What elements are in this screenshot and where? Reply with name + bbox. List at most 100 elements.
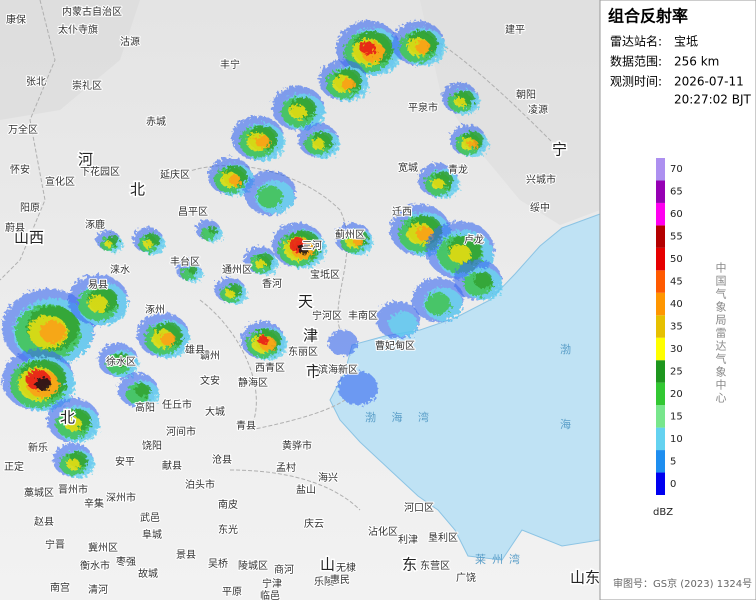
place-label: 凌源 xyxy=(528,103,548,116)
place-label: 迁西 xyxy=(392,206,412,218)
place-label: 辛集 xyxy=(84,497,104,510)
place-label: 安平 xyxy=(115,455,135,468)
place-label: 赤城 xyxy=(146,116,166,128)
place-label: 崇礼区 xyxy=(72,79,102,92)
colorbar-tick-label: 15 xyxy=(670,411,683,422)
panel-title: 组合反射率 xyxy=(608,7,688,26)
place-label: 蓟州区 xyxy=(335,228,365,241)
colorbar-tick-label: 35 xyxy=(670,322,683,333)
place-label: 河间市 xyxy=(166,425,196,438)
place-label: 东光 xyxy=(218,523,238,536)
colorbar-segment xyxy=(656,405,665,428)
info-value: 256 km xyxy=(674,55,719,69)
place-label: 宁津 xyxy=(262,577,282,590)
place-label: 建平 xyxy=(505,23,525,36)
place-label: 故城 xyxy=(138,567,158,580)
place-label: 大城 xyxy=(205,405,225,418)
radar-echo xyxy=(104,240,112,248)
colorbar-segment xyxy=(656,360,665,383)
side-panel: 组合反射率 20:27:02 BJT 0 5 10 15 20 25 30 35 40 45 50 5… xyxy=(599,0,756,600)
radar-echo xyxy=(135,383,151,397)
place-label: 康保 xyxy=(6,13,26,26)
place-label: 丰台区 xyxy=(170,255,200,268)
colorbar-segment xyxy=(656,382,665,406)
place-label: 献县 xyxy=(162,459,182,472)
radar-echo xyxy=(473,271,493,289)
radar-echo xyxy=(352,237,364,247)
place-label: 陵城区 xyxy=(238,560,268,572)
place-label: 临邑 xyxy=(260,589,280,600)
sea-label: 渤 xyxy=(560,343,577,356)
place-label: 张北 xyxy=(26,76,46,88)
place-label: 宣化区 xyxy=(45,175,75,188)
place-label: 孟村 xyxy=(276,461,296,474)
region-label: 山东 xyxy=(570,569,600,587)
place-label: 涿鹿 xyxy=(85,218,105,231)
place-label: 垦利区 xyxy=(428,532,458,544)
place-label: 正定 xyxy=(4,460,24,473)
place-label: 丰南区 xyxy=(348,309,378,322)
info-value: 2026-07-11 xyxy=(674,75,744,89)
radar-echo xyxy=(328,330,358,356)
source-label: 中国气象局雷达气象中心 xyxy=(714,262,727,405)
colorbar-segment xyxy=(656,315,665,338)
radar-echo xyxy=(341,78,355,90)
radar-echo xyxy=(257,335,269,345)
place-label: 广饶 xyxy=(456,571,476,584)
place-label: 宁晋 xyxy=(45,538,65,551)
place-label: 青龙 xyxy=(448,163,468,176)
place-label: 阳原 xyxy=(20,202,40,214)
place-label: 曹妃甸区 xyxy=(375,339,415,352)
region-label: 东 xyxy=(402,556,417,574)
colorbar-segment xyxy=(656,247,665,271)
info-label: 数据范围: xyxy=(610,54,662,69)
radar-echo xyxy=(388,311,418,337)
colorbar-tick-label: 25 xyxy=(670,366,683,377)
place-label: 万全区 xyxy=(8,123,38,136)
place-label: 新乐 xyxy=(28,441,48,454)
place-label: 宽城 xyxy=(398,161,418,174)
colorbar-tick-label: 20 xyxy=(670,389,683,400)
place-label: 徐水区 xyxy=(106,355,136,368)
time-line2: 20:27:02 BJT xyxy=(674,93,751,107)
colorbar-tick-label: 10 xyxy=(670,434,683,445)
region-label: 北 xyxy=(60,409,75,427)
info-label: 雷达站名: xyxy=(610,34,662,49)
radar-echo xyxy=(228,174,242,186)
terrain xyxy=(420,0,600,225)
place-label: 吴桥 xyxy=(208,558,228,570)
radar-echo xyxy=(88,295,108,313)
place-label: 景县 xyxy=(176,549,196,561)
place-label: 滨海新区 xyxy=(318,363,358,376)
radar-echo xyxy=(66,458,80,470)
place-label: 静海区 xyxy=(238,376,268,389)
terrain xyxy=(0,0,140,120)
place-label: 蔚县 xyxy=(5,222,25,234)
place-label: 延庆区 xyxy=(160,168,190,181)
place-label: 南宫 xyxy=(50,581,70,594)
place-label: 沧县 xyxy=(212,453,232,466)
colorbar-segment xyxy=(656,472,665,495)
radar-echo xyxy=(115,353,131,367)
place-label: 南皮 xyxy=(218,498,238,511)
region-label: 宁 xyxy=(552,141,567,159)
radar-echo xyxy=(467,139,479,149)
place-label: 涞水 xyxy=(110,264,130,276)
place-label: 太仆寺旗 xyxy=(58,23,98,36)
radar-echo xyxy=(160,332,176,346)
radar-echo xyxy=(35,377,51,391)
radar-echo xyxy=(431,178,445,190)
place-label: 宁河区 xyxy=(312,309,342,322)
info-value: 宝坻 xyxy=(674,34,698,49)
place-label: 文安 xyxy=(200,374,220,387)
region-label: 山 xyxy=(320,556,335,574)
place-label: 卢龙 xyxy=(464,233,484,246)
place-label: 藁城区 xyxy=(24,486,54,499)
radar-echo xyxy=(188,265,198,275)
radar-echo xyxy=(338,371,378,405)
place-label: 利津 xyxy=(398,534,418,546)
place-label: 三河 xyxy=(302,240,322,252)
colorbar-tick-label: 65 xyxy=(670,187,683,198)
place-label: 深州市 xyxy=(106,491,136,504)
